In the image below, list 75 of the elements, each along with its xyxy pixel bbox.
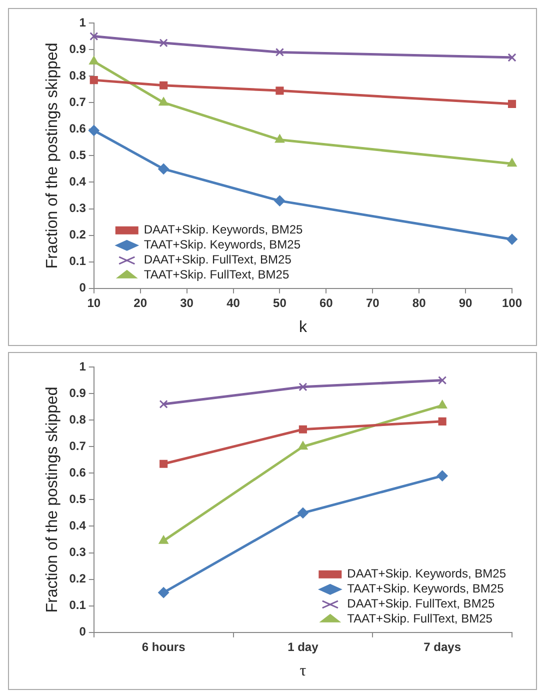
point (90, 76, 98, 84)
y-axis-title: Fraction of the postings skipped (44, 42, 62, 269)
x-tick-label: 60 (319, 296, 334, 310)
point (506, 234, 518, 245)
point (437, 400, 448, 408)
point (159, 38, 168, 48)
point (298, 382, 308, 392)
legend-label: TAAT+Skip. Keywords, BM25 (347, 582, 504, 596)
point (159, 400, 168, 408)
point (158, 587, 170, 598)
y-tick-label: 0.4 (69, 518, 86, 533)
y-tick-label: 0.4 (69, 174, 86, 189)
y-tick-label: 1 (79, 15, 86, 30)
y-tick-label: 0.2 (69, 228, 86, 242)
y-tick-label: 0.8 (69, 68, 86, 82)
x-tick-label: 1 day (288, 640, 319, 654)
point (158, 97, 168, 106)
point (508, 100, 516, 108)
y-tick-label: 0.6 (69, 121, 86, 136)
x-axis-title: τ (300, 662, 307, 680)
x-tick-label: 100 (502, 296, 522, 310)
y-axis-title: Fraction of the postings skipped (44, 386, 62, 613)
point (275, 48, 284, 56)
y-tick-label: 0.1 (69, 254, 86, 268)
legend-label: DAAT+Skip. Keywords, BM25 (347, 566, 506, 581)
legend-label: DAAT+Skip. FullText, BM25 (347, 596, 495, 611)
x-tick-label: 20 (134, 296, 148, 310)
legend-label: TAAT+Skip. FullText, BM25 (144, 268, 290, 282)
point (88, 124, 100, 136)
point (438, 417, 446, 426)
point (274, 195, 286, 206)
point (438, 376, 447, 385)
y-tick-label: 1 (79, 359, 86, 374)
x-axis-title: k (298, 318, 308, 336)
x-tick-label: 50 (273, 296, 287, 310)
x-tick-label: 30 (180, 296, 194, 310)
point (160, 81, 168, 90)
y-tick-label: 0 (79, 624, 86, 639)
point (297, 507, 308, 518)
point (298, 425, 307, 434)
legend-label: DAAT+Skip. FullText, BM25 (144, 252, 292, 267)
y-tick-label: 0.5 (69, 148, 86, 162)
x-tick-label: 80 (412, 296, 426, 310)
y-tick-label: 0.2 (69, 572, 86, 586)
point (298, 441, 308, 450)
legend-label: DAAT+Skip. Keywords, BM25 (144, 222, 304, 237)
point (276, 86, 284, 95)
y-tick-label: 0.1 (69, 598, 86, 612)
x-tick-label: 6 hours (142, 640, 186, 654)
point (507, 158, 517, 167)
point (89, 56, 99, 64)
point (160, 460, 168, 468)
y-tick-label: 0.7 (69, 94, 86, 109)
y-tick-label: 0.8 (69, 412, 86, 426)
point (158, 163, 170, 174)
y-tick-label: 0.9 (69, 42, 86, 56)
point (90, 32, 98, 41)
x-tick-label: 10 (87, 296, 101, 310)
x-tick-label: 90 (458, 296, 473, 310)
legend-label: TAAT+Skip. Keywords, BM25 (144, 238, 301, 252)
y-tick-label: 0.6 (69, 465, 86, 480)
point (508, 53, 516, 62)
y-tick-label: 0.9 (69, 386, 86, 400)
point (158, 535, 168, 544)
y-tick-label: 0.5 (69, 492, 86, 506)
x-tick-label: 70 (366, 296, 380, 310)
point (274, 134, 285, 143)
x-tick-label: 7 days (424, 640, 462, 654)
y-tick-label: 0.3 (69, 545, 86, 560)
y-tick-label: 0.7 (69, 438, 86, 453)
point (436, 470, 448, 482)
legend-label: TAAT+Skip. FullText, BM25 (347, 612, 493, 626)
x-tick-label: 40 (226, 296, 240, 310)
y-tick-label: 0.3 (69, 201, 86, 216)
y-tick-label: 0 (79, 280, 86, 295)
